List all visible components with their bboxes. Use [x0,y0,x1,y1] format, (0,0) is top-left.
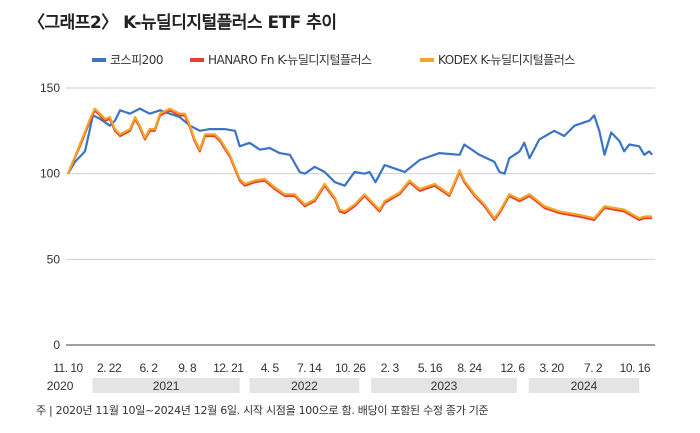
year-label: 2023 [431,379,458,393]
x-tick-label: 2. 3 [381,361,400,375]
x-tick-label: 8. 24 [457,361,482,375]
legend-label: KODEX K-뉴딜디지털플러스 [438,53,575,67]
x-tick-label: 4. 5 [261,361,280,375]
x-tick-label: 5. 16 [418,361,443,375]
legend-swatch [92,58,106,62]
x-tick-label: 10. 26 [335,361,366,375]
year-band [371,378,517,393]
y-tick-label: 150 [40,81,60,95]
series-line-2 [66,107,653,220]
footnote: 주 | 2020년 11월 10일~2024년 12월 6일. 시작 시점을 1… [36,404,489,417]
x-tick-label: 2. 22 [97,361,122,375]
year-band [528,378,640,393]
x-tick-label: 7. 2 [584,361,603,375]
year-band [92,378,240,393]
series-line-0 [67,107,654,187]
year-band [249,378,360,393]
x-tick-label: 7. 14 [297,361,322,375]
legend-swatch [420,58,434,62]
x-tick-label: 12. 21 [213,361,244,375]
legend-label: HANARO Fn K-뉴딜디지털플러스 [208,53,372,67]
y-tick-label: 50 [47,252,61,266]
y-tick-label: 100 [40,167,60,181]
year-label: 2021 [153,379,180,393]
x-tick-label: 10. 16 [620,361,651,375]
x-tick-label: 9. 8 [178,361,197,375]
year-label: 2020 [47,379,74,393]
legend-swatch [190,58,204,62]
chart-title: 〈그래프2〉 K-뉴딜디지털플러스 ETF 추이 [28,13,337,33]
x-tick-label: 11. 10 [53,361,83,375]
y-tick-label: 0 [53,338,60,352]
x-tick-label: 6. 2 [140,361,159,375]
year-label: 2024 [571,379,598,393]
x-tick-label: 12. 6 [500,361,525,375]
legend-label: 코스피200 [110,53,163,67]
x-tick-label: 3. 20 [539,361,564,375]
year-label: 2022 [291,379,318,393]
